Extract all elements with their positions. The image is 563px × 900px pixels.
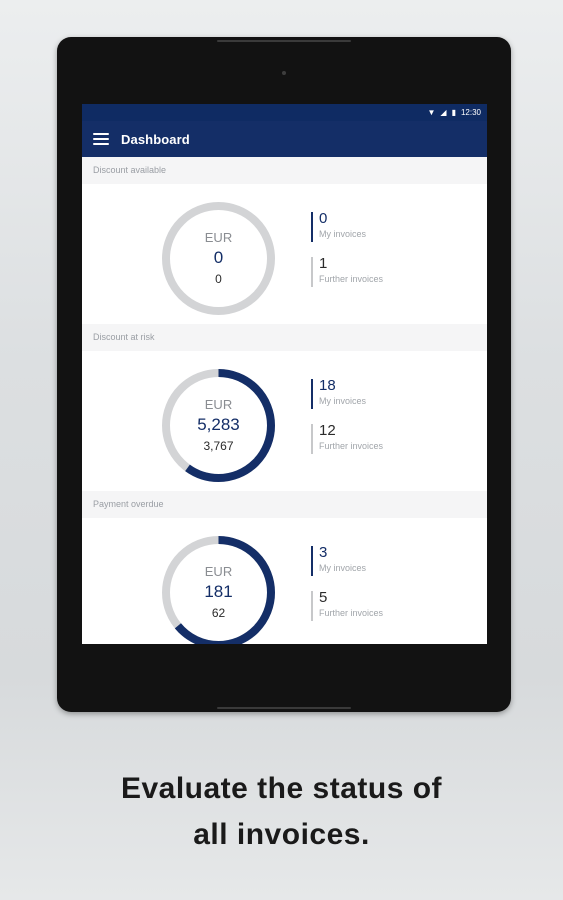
tablet-frame: ▼ ◢ ▮ 12:30 Dashboard Discount available… [57,37,511,712]
gauge-currency: EUR [204,563,233,579]
gauge-currency: EUR [204,229,233,245]
tablet-bottom-edge [217,707,351,709]
stat-value: 12 [319,422,336,439]
stat-further-invoices[interactable]: 1 Further invoices [311,255,383,288]
stat-value: 3 [319,544,328,561]
gauge-sub-amount: 62 [211,605,226,620]
stat-label: Further invoices [319,274,384,284]
app-bar: Dashboard [82,121,487,157]
stat-label: My invoices [319,396,367,406]
gauge-svg [162,369,275,482]
status-time: 12:30 [460,108,481,117]
gauge-progress [162,536,275,644]
gauge-currency: EUR [204,396,233,412]
invoice-stats: 0 My invoices 1 Further invoices [311,210,383,300]
stat-indicator-bar [311,212,313,242]
menu-icon[interactable] [93,133,109,145]
gauge-progress [162,369,275,482]
stat-further-invoices[interactable]: 5 Further invoices [311,589,383,622]
stat-indicator-bar [311,591,313,621]
stat-label: My invoices [319,563,367,573]
wifi-icon: ▼ [427,107,436,117]
battery-icon: ▮ [451,107,456,117]
stat-value: 0 [319,210,328,227]
gauge-text: EUR 181 62 [162,536,275,644]
stat-label: Further invoices [319,441,384,451]
caption-line-2: all invoices. [193,818,370,851]
tablet-top-edge [217,40,351,42]
front-camera [282,71,286,75]
stat-indicator-bar [311,546,313,576]
gauge-svg [162,536,275,644]
app-title: Dashboard [121,131,190,147]
stat-further-invoices[interactable]: 12 Further invoices [311,422,383,455]
card-discount-at-risk[interactable]: EUR 5,283 3,767 18 My invoices 12 Furthe… [82,351,487,491]
stat-indicator-bar [311,424,313,454]
stat-value: 5 [319,589,328,606]
status-bar: ▼ ◢ ▮ 12:30 [82,104,487,121]
caption-line-1: Evaluate the status of [120,772,443,805]
stat-my-invoices[interactable]: 0 My invoices [311,210,383,243]
stat-indicator-bar [311,257,313,287]
gauge-track [162,202,275,315]
gauge-sub-amount: 3,767 [203,438,234,453]
gauge-svg [162,202,275,315]
stat-value: 18 [319,377,336,394]
section-header-discount-at-risk: Discount at risk [82,324,487,351]
gauge-sub-amount: 0 [215,271,222,286]
invoice-stats: 3 My invoices 5 Further invoices [311,544,383,634]
stat-label: My invoices [319,229,367,239]
gauge-text: EUR 0 0 [162,202,275,315]
donut-gauge: EUR 0 0 [162,202,275,315]
signal-icon: ◢ [440,107,447,117]
stat-my-invoices[interactable]: 3 My invoices [311,544,383,577]
gauge-amount: 5,283 [197,414,240,434]
gauge-text: EUR 5,283 3,767 [162,369,275,482]
stat-label: Further invoices [319,608,384,618]
invoice-stats: 18 My invoices 12 Further invoices [311,377,383,467]
card-discount-available[interactable]: EUR 0 0 0 My invoices 1 Further invoices [82,184,487,324]
section-header-payment-overdue: Payment overdue [82,491,487,518]
card-payment-overdue[interactable]: EUR 181 62 3 My invoices 5 Further invoi… [82,518,487,644]
stat-value: 1 [319,255,328,272]
section-header-discount-available: Discount available [82,157,487,184]
stat-my-invoices[interactable]: 18 My invoices [311,377,383,410]
stat-indicator-bar [311,379,313,409]
promo-caption: Evaluate the status of all invoices. [0,766,563,858]
gauge-amount: 0 [213,247,224,267]
donut-gauge: EUR 181 62 [162,536,275,644]
gauge-amount: 181 [204,581,233,601]
donut-gauge: EUR 5,283 3,767 [162,369,275,482]
app-screen: ▼ ◢ ▮ 12:30 Dashboard Discount available… [82,104,487,644]
